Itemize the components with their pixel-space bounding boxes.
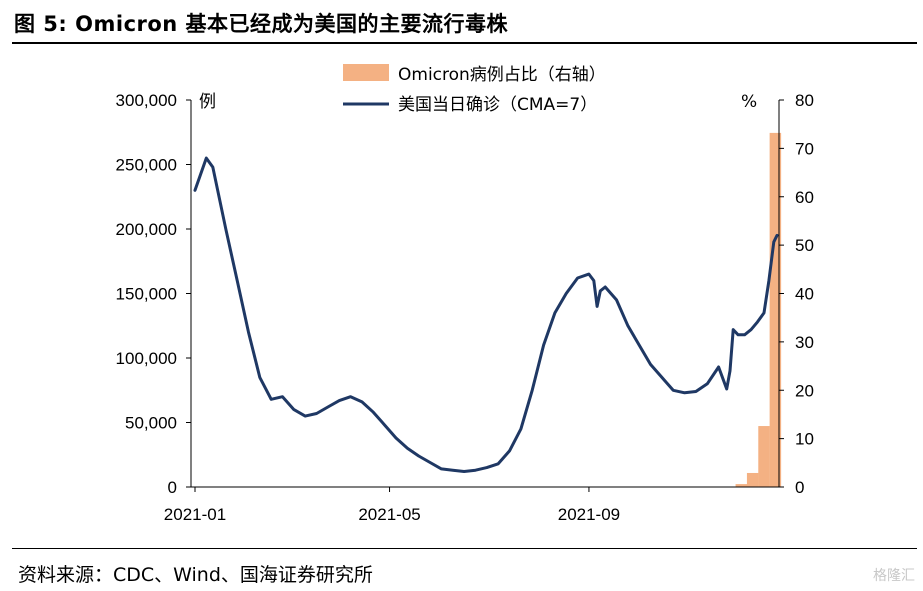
bar-1 <box>746 472 759 487</box>
x-tick-label: 2021-09 <box>558 505 620 524</box>
confirmed-cases-line <box>193 156 779 473</box>
legend-line-label: 美国当日确诊（CMA=7） <box>398 95 597 115</box>
title-rule <box>12 42 917 44</box>
right-tick-label: 50 <box>795 236 814 255</box>
right-tick-label: 70 <box>795 139 814 158</box>
bar-3 <box>769 132 782 487</box>
left-tick-label: 300,000 <box>116 91 177 110</box>
right-tick-label: 30 <box>795 333 814 352</box>
x-tick-label: 2021-05 <box>358 505 420 524</box>
axes <box>186 99 784 492</box>
bar-series <box>735 132 782 487</box>
left-axis-unit: 例 <box>199 92 216 112</box>
tick-labels: 0 50,000 100,000 150,000 200,000 250,000 300,0… <box>116 91 814 524</box>
bar-0 <box>735 484 748 487</box>
right-axis-unit: % <box>741 92 757 112</box>
left-tick-label: 100,000 <box>116 349 177 368</box>
right-tick-label: 10 <box>795 430 814 449</box>
line-series <box>193 156 779 473</box>
legend: Omicron病例占比（右轴） 美国当日确诊（CMA=7） <box>343 64 606 115</box>
left-tick-label: 50,000 <box>125 414 177 433</box>
left-tick-label: 250,000 <box>116 156 177 175</box>
footer-rule <box>12 548 917 549</box>
left-tick-label: 0 <box>168 478 177 497</box>
watermark: 格隆汇 <box>873 568 915 584</box>
right-tick-label: 40 <box>795 285 814 304</box>
x-tick-label: 2021-01 <box>164 505 226 524</box>
source-note: 资料来源：CDC、Wind、国海证券研究所 <box>18 564 373 586</box>
right-tick-label: 60 <box>795 188 814 207</box>
legend-bar-label: Omicron病例占比（右轴） <box>398 65 606 85</box>
left-tick-label: 200,000 <box>116 220 177 239</box>
chart-title: 图 5: Omicron 基本已经成为美国的主要流行毒株 <box>14 12 509 36</box>
right-tick-label: 80 <box>795 91 814 110</box>
legend-bar-swatch <box>343 64 389 81</box>
bar-2 <box>758 426 770 487</box>
right-tick-label: 20 <box>795 381 814 400</box>
right-tick-label: 0 <box>795 478 804 497</box>
left-tick-label: 150,000 <box>116 285 177 304</box>
